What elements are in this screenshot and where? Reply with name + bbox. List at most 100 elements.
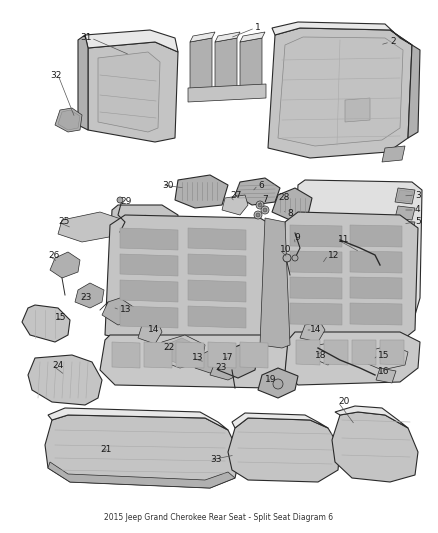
Circle shape: [117, 197, 123, 203]
Polygon shape: [260, 218, 290, 348]
Text: 2015 Jeep Grand Cherokee Rear Seat - Split Seat Diagram 6: 2015 Jeep Grand Cherokee Rear Seat - Spl…: [104, 513, 334, 522]
Polygon shape: [322, 235, 352, 268]
Polygon shape: [228, 418, 340, 482]
Text: 1: 1: [255, 23, 261, 33]
Text: 16: 16: [378, 367, 389, 376]
Polygon shape: [272, 188, 312, 220]
Polygon shape: [188, 306, 246, 328]
Text: 17: 17: [222, 353, 233, 362]
Circle shape: [283, 254, 291, 262]
Polygon shape: [352, 238, 384, 268]
Text: 21: 21: [100, 446, 111, 455]
Polygon shape: [350, 303, 402, 325]
Polygon shape: [240, 32, 265, 42]
Polygon shape: [58, 110, 80, 130]
Circle shape: [256, 201, 264, 209]
Text: 32: 32: [50, 70, 61, 79]
Polygon shape: [324, 340, 348, 365]
Polygon shape: [335, 406, 408, 428]
Text: 11: 11: [338, 236, 350, 245]
Polygon shape: [22, 305, 70, 342]
Polygon shape: [120, 228, 178, 250]
Polygon shape: [278, 212, 418, 350]
Text: 26: 26: [48, 251, 60, 260]
Circle shape: [258, 203, 262, 207]
Polygon shape: [278, 37, 403, 146]
Polygon shape: [175, 175, 228, 208]
Polygon shape: [382, 146, 405, 162]
Text: 33: 33: [210, 456, 222, 464]
Polygon shape: [345, 98, 370, 122]
Polygon shape: [215, 32, 240, 42]
Polygon shape: [188, 84, 266, 102]
Text: 2: 2: [390, 37, 396, 46]
Polygon shape: [28, 355, 102, 405]
Text: 23: 23: [80, 294, 92, 303]
Polygon shape: [350, 225, 402, 247]
Text: 25: 25: [58, 217, 69, 227]
Text: 13: 13: [120, 305, 131, 314]
Text: 15: 15: [55, 313, 67, 322]
Polygon shape: [48, 408, 228, 430]
Polygon shape: [380, 340, 404, 365]
Circle shape: [273, 379, 283, 389]
Polygon shape: [75, 283, 104, 308]
Polygon shape: [215, 38, 237, 95]
Polygon shape: [162, 338, 200, 364]
Polygon shape: [118, 218, 140, 275]
Circle shape: [261, 206, 269, 214]
Text: 6: 6: [258, 181, 264, 190]
Text: 8: 8: [287, 208, 293, 217]
Polygon shape: [102, 298, 135, 325]
Polygon shape: [268, 28, 412, 158]
Polygon shape: [210, 355, 242, 380]
Text: 19: 19: [265, 376, 276, 384]
Polygon shape: [188, 254, 246, 276]
Polygon shape: [315, 255, 338, 272]
Text: 31: 31: [80, 34, 92, 43]
Polygon shape: [45, 415, 240, 488]
Text: 10: 10: [280, 246, 292, 254]
Text: 12: 12: [328, 251, 339, 260]
Text: 27: 27: [230, 191, 241, 200]
Polygon shape: [218, 345, 258, 378]
Polygon shape: [120, 254, 178, 276]
Polygon shape: [48, 462, 235, 488]
Text: 14: 14: [148, 326, 159, 335]
Polygon shape: [190, 38, 212, 95]
Text: 29: 29: [120, 198, 131, 206]
Text: 23: 23: [215, 364, 226, 373]
Polygon shape: [120, 306, 178, 328]
Text: 24: 24: [52, 360, 63, 369]
Polygon shape: [332, 412, 418, 482]
Text: 7: 7: [262, 196, 268, 205]
Polygon shape: [144, 342, 172, 368]
Polygon shape: [300, 322, 325, 342]
Text: 13: 13: [192, 353, 204, 362]
Polygon shape: [350, 277, 402, 299]
Polygon shape: [258, 368, 298, 398]
Polygon shape: [272, 22, 412, 45]
Polygon shape: [188, 280, 246, 302]
Polygon shape: [120, 280, 178, 302]
Polygon shape: [208, 342, 236, 368]
Polygon shape: [312, 342, 338, 365]
Polygon shape: [50, 252, 80, 278]
Polygon shape: [176, 342, 204, 368]
Polygon shape: [188, 228, 246, 250]
Polygon shape: [100, 335, 288, 388]
Circle shape: [256, 213, 260, 217]
Text: 30: 30: [162, 181, 173, 190]
Polygon shape: [240, 38, 262, 95]
Polygon shape: [292, 180, 422, 320]
Polygon shape: [290, 251, 342, 273]
Text: 9: 9: [294, 232, 300, 241]
Polygon shape: [78, 35, 88, 130]
Polygon shape: [352, 340, 376, 365]
Polygon shape: [195, 348, 228, 373]
Polygon shape: [290, 303, 342, 325]
Text: 14: 14: [310, 326, 321, 335]
Polygon shape: [290, 225, 342, 247]
Polygon shape: [296, 340, 320, 365]
Text: 3: 3: [415, 190, 421, 199]
